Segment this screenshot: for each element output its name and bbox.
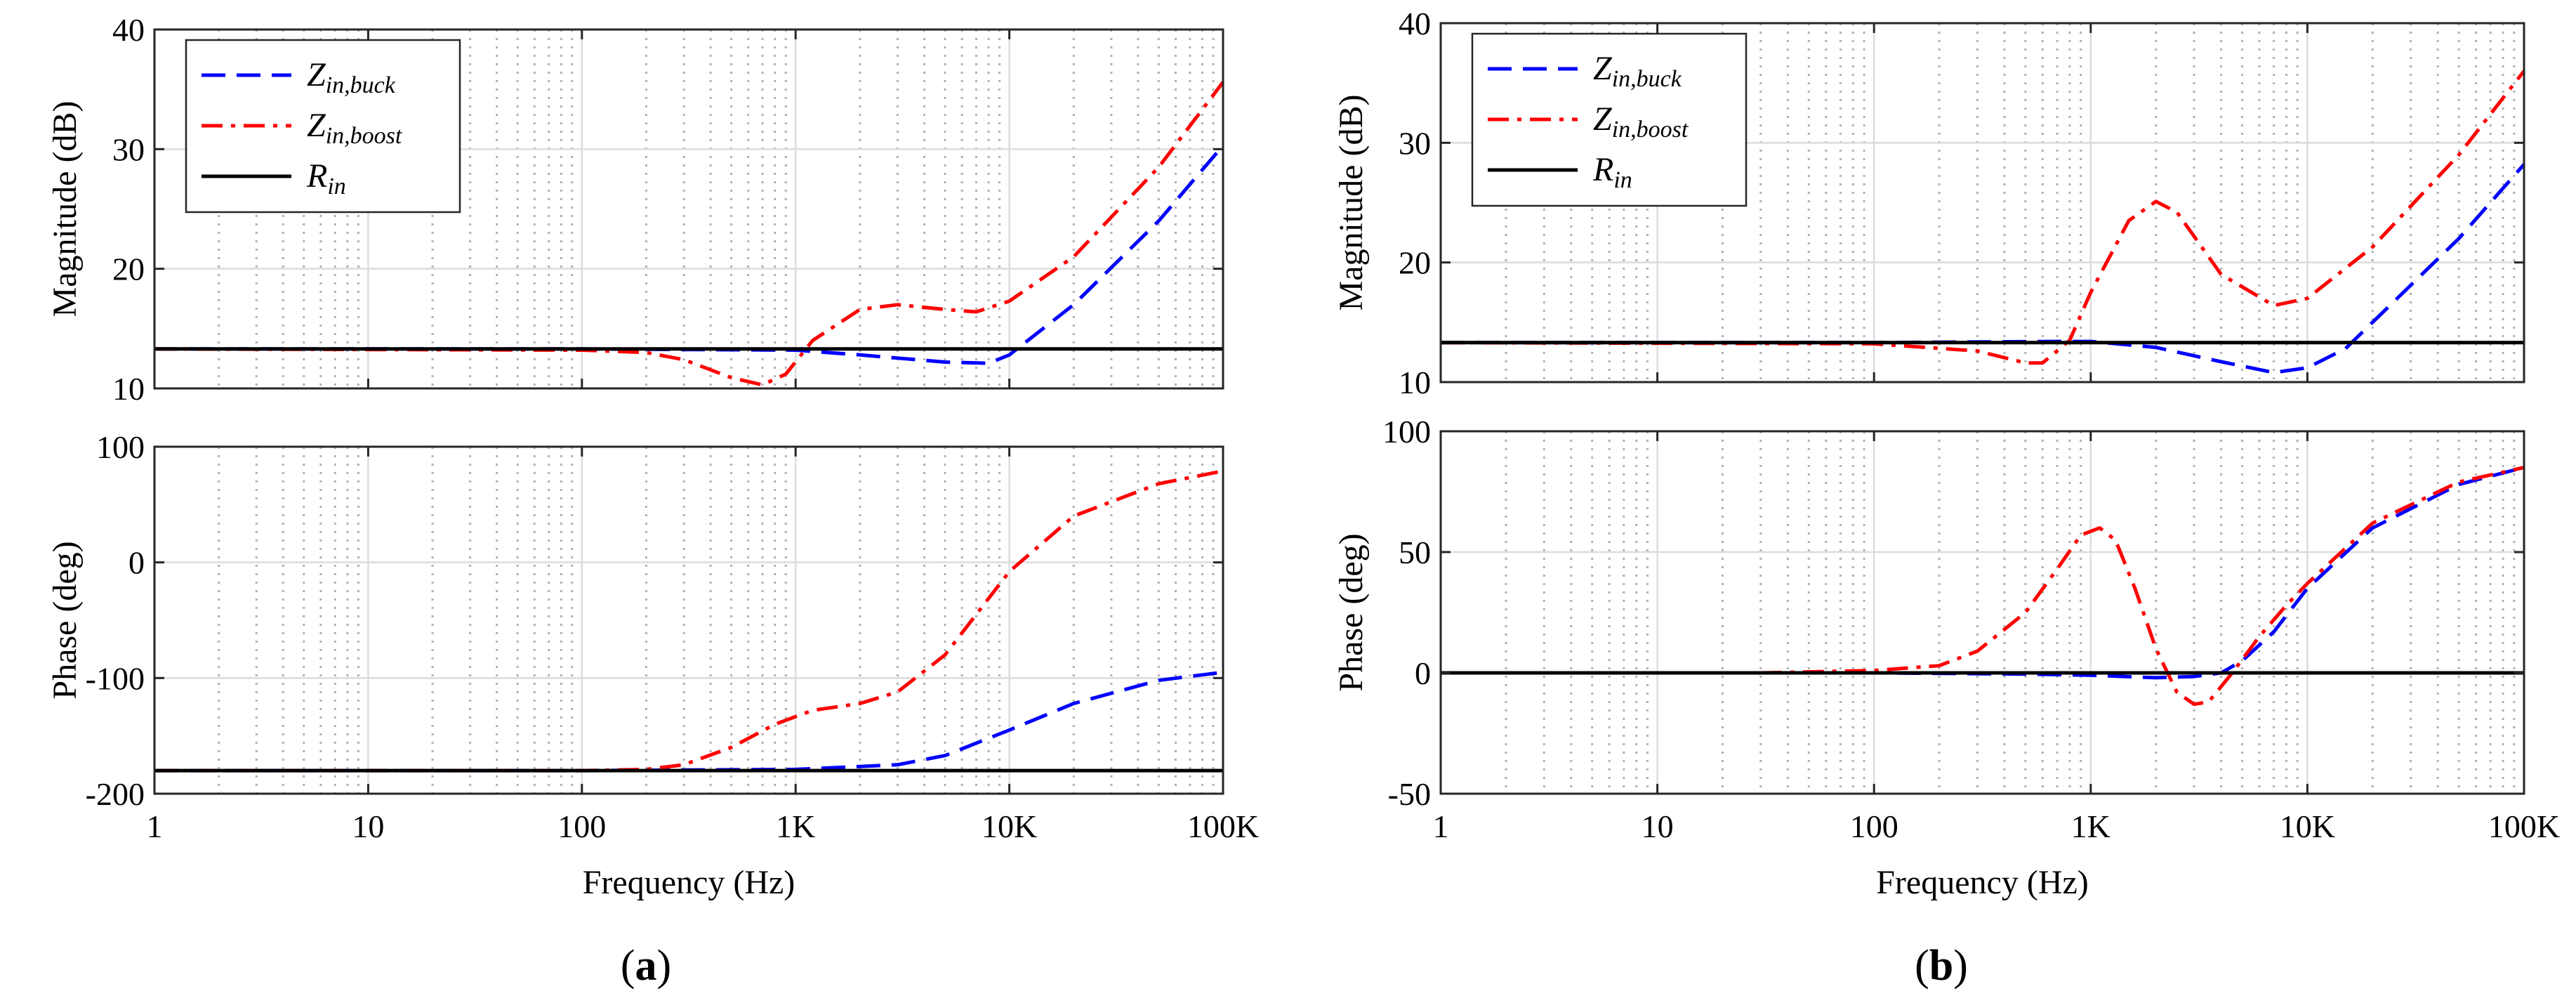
x-tick-label: 1 xyxy=(1433,808,1449,844)
axes-box xyxy=(1439,22,2525,383)
legend-label-Zin_buck: Zin,buck xyxy=(307,56,396,98)
x-tick-label: 100 xyxy=(557,808,606,844)
x-tick-label: 100 xyxy=(1850,808,1898,844)
panel-caption: (b) xyxy=(1915,942,1968,990)
y-tick-label: -200 xyxy=(86,776,145,812)
x-tick-label: 100K xyxy=(2488,808,2560,844)
legend-label-Zin_boost: Zin,boost xyxy=(1593,100,1689,143)
series-line-Zin_boost xyxy=(154,469,1224,773)
y-axis-label: Phase (deg) xyxy=(1333,533,1370,691)
x-tick-label: 1K xyxy=(2071,808,2111,844)
legend-label-Zin_buck: Zin,buck xyxy=(1593,50,1682,92)
x-tick-label: 10 xyxy=(352,808,384,844)
legend-label-Zin_boost: Zin,boost xyxy=(307,107,403,149)
axes-box xyxy=(1439,430,2525,795)
axes-box xyxy=(153,28,1224,390)
series-line-Zin_boost xyxy=(154,81,1224,387)
magnitude-axes: 10 20 30 40 Magnitude (dB) Zin,buck Zin,boost R… xyxy=(1333,6,2525,400)
y-tick-label: 40 xyxy=(1399,6,1431,41)
x-tick-label: 100K xyxy=(1187,808,1259,844)
x-tick-label: 10K xyxy=(982,808,1037,844)
x-tick-label: 10K xyxy=(2280,808,2335,844)
y-tick-label: 50 xyxy=(1399,535,1431,570)
y-axis-label: Magnitude (dB) xyxy=(1333,95,1370,311)
x-axis-label: Frequency (Hz) xyxy=(1876,864,2089,901)
phase-axes: -200 -100 0 100 Phase (deg) 1 10 100 1K 10K 100K Fr… xyxy=(46,429,1259,901)
y-tick-label: 10 xyxy=(1399,365,1431,400)
series-line-Zin_buck xyxy=(1441,163,2525,374)
y-tick-label: 10 xyxy=(112,371,145,407)
y-tick-label: 30 xyxy=(112,131,145,167)
y-axis-label: Magnitude (dB) xyxy=(46,101,84,317)
y-axis-label: Phase (deg) xyxy=(46,541,84,699)
y-tick-label: -50 xyxy=(1388,776,1431,812)
legend: Zin,buck Zin,boost Rin xyxy=(185,39,461,214)
y-tick-label: 30 xyxy=(1399,125,1431,161)
y-tick-label: -100 xyxy=(86,660,145,696)
legend: Zin,buck Zin,boost Rin xyxy=(1471,32,1748,207)
x-tick-label: 10 xyxy=(1642,808,1674,844)
legend-label-Rin: Rin xyxy=(1592,151,1632,193)
y-tick-label: 0 xyxy=(128,545,145,581)
phase-axes: -50 0 50 100 Phase (deg) 1 10 100 1K 10K 100K Frequ… xyxy=(1333,414,2560,901)
y-tick-label: 0 xyxy=(1415,655,1431,691)
magnitude-axes: 10 20 30 40 Magnitude (dB) Zin,buck Zin,boost R… xyxy=(46,12,1224,407)
y-tick-label: 100 xyxy=(96,429,145,465)
y-tick-label: 20 xyxy=(112,251,145,287)
series-line-Zin_buck xyxy=(154,670,1224,773)
legend-label-Rin: Rin xyxy=(306,157,346,199)
x-tick-label: 1 xyxy=(147,808,163,844)
y-tick-label: 40 xyxy=(112,12,145,48)
panel-caption: (a) xyxy=(621,942,671,990)
x-tick-label: 1K xyxy=(776,808,815,844)
series-line-Zin_boost xyxy=(1760,466,2525,707)
series-line-Zin_boost xyxy=(1440,70,2525,365)
x-axis-label: Frequency (Hz) xyxy=(583,864,795,901)
y-tick-label: 100 xyxy=(1382,414,1431,450)
axes-box xyxy=(153,445,1224,795)
y-tick-label: 20 xyxy=(1399,245,1431,281)
